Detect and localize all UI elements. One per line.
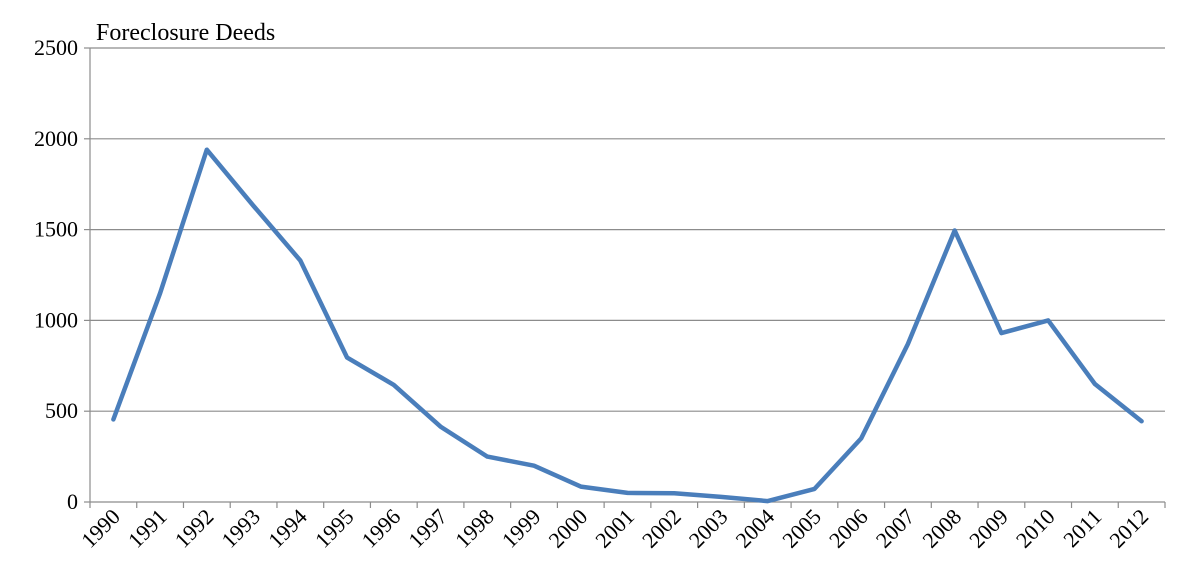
y-tick-label: 0 bbox=[67, 489, 78, 514]
y-tick-label: 500 bbox=[45, 398, 78, 423]
x-tick-label: 1997 bbox=[403, 504, 452, 553]
x-tick-label: 2012 bbox=[1104, 504, 1153, 553]
x-tick-label: 2005 bbox=[777, 504, 826, 553]
x-tick-label: 1991 bbox=[123, 504, 172, 553]
x-tick-label: 1998 bbox=[450, 504, 499, 553]
x-tick-label: 1994 bbox=[263, 504, 312, 553]
x-axis-ticks: 1990199119921993199419951996199719981999… bbox=[76, 502, 1166, 553]
x-tick-label: 2007 bbox=[871, 504, 920, 553]
x-tick-label: 1996 bbox=[357, 504, 406, 553]
x-tick-label: 2010 bbox=[1011, 504, 1060, 553]
x-tick-label: 1999 bbox=[497, 504, 546, 553]
series-group bbox=[111, 147, 1144, 504]
x-tick-label: 1990 bbox=[76, 504, 125, 553]
x-tick-label: 2006 bbox=[824, 504, 873, 553]
x-tick-label: 2001 bbox=[590, 504, 639, 553]
x-tick-label: 2011 bbox=[1058, 504, 1106, 552]
series-line bbox=[111, 147, 1144, 504]
x-tick-label: 2009 bbox=[964, 504, 1013, 553]
x-tick-label: 1993 bbox=[216, 504, 265, 553]
y-tick-label: 2500 bbox=[34, 35, 78, 60]
x-tick-label: 2000 bbox=[544, 504, 593, 553]
chart-title: Foreclosure Deeds bbox=[96, 20, 275, 46]
y-tick-label: 1500 bbox=[34, 217, 78, 242]
x-tick-label: 2003 bbox=[684, 504, 733, 553]
y-tick-label: 2000 bbox=[34, 126, 78, 151]
x-tick-label: 1995 bbox=[310, 504, 359, 553]
y-axis-ticks: 0 500 1000 1500 2000 2500 bbox=[34, 35, 90, 514]
x-tick-label: 2008 bbox=[917, 504, 966, 553]
x-tick-label: 2004 bbox=[730, 504, 779, 553]
grid-lines bbox=[90, 47, 1165, 412]
x-tick-label: 2002 bbox=[637, 504, 686, 553]
y-tick-label: 1000 bbox=[34, 307, 78, 332]
x-tick-label: 1992 bbox=[170, 504, 219, 553]
